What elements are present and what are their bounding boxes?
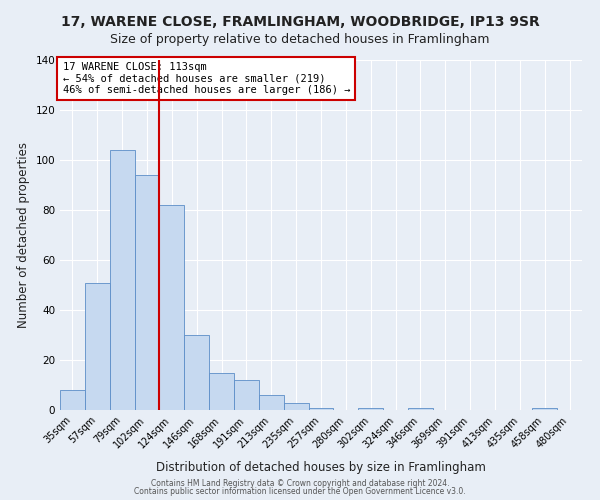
Bar	[259, 395, 284, 410]
Text: Contains HM Land Registry data © Crown copyright and database right 2024.: Contains HM Land Registry data © Crown c…	[151, 478, 449, 488]
Text: Contains public sector information licensed under the Open Government Licence v3: Contains public sector information licen…	[134, 487, 466, 496]
Bar	[184, 335, 209, 410]
Bar	[110, 150, 134, 410]
Bar	[160, 205, 184, 410]
Bar	[308, 408, 334, 410]
Bar	[408, 408, 433, 410]
Bar	[134, 175, 160, 410]
Text: Size of property relative to detached houses in Framlingham: Size of property relative to detached ho…	[110, 32, 490, 46]
Y-axis label: Number of detached properties: Number of detached properties	[17, 142, 30, 328]
Bar	[532, 408, 557, 410]
Text: 17 WARENE CLOSE: 113sqm
← 54% of detached houses are smaller (219)
46% of semi-d: 17 WARENE CLOSE: 113sqm ← 54% of detache…	[62, 62, 350, 95]
Bar	[85, 282, 110, 410]
Bar	[209, 372, 234, 410]
Bar	[284, 402, 308, 410]
Text: 17, WARENE CLOSE, FRAMLINGHAM, WOODBRIDGE, IP13 9SR: 17, WARENE CLOSE, FRAMLINGHAM, WOODBRIDG…	[61, 15, 539, 29]
Bar	[60, 390, 85, 410]
Bar	[358, 408, 383, 410]
X-axis label: Distribution of detached houses by size in Framlingham: Distribution of detached houses by size …	[156, 461, 486, 474]
Bar	[234, 380, 259, 410]
